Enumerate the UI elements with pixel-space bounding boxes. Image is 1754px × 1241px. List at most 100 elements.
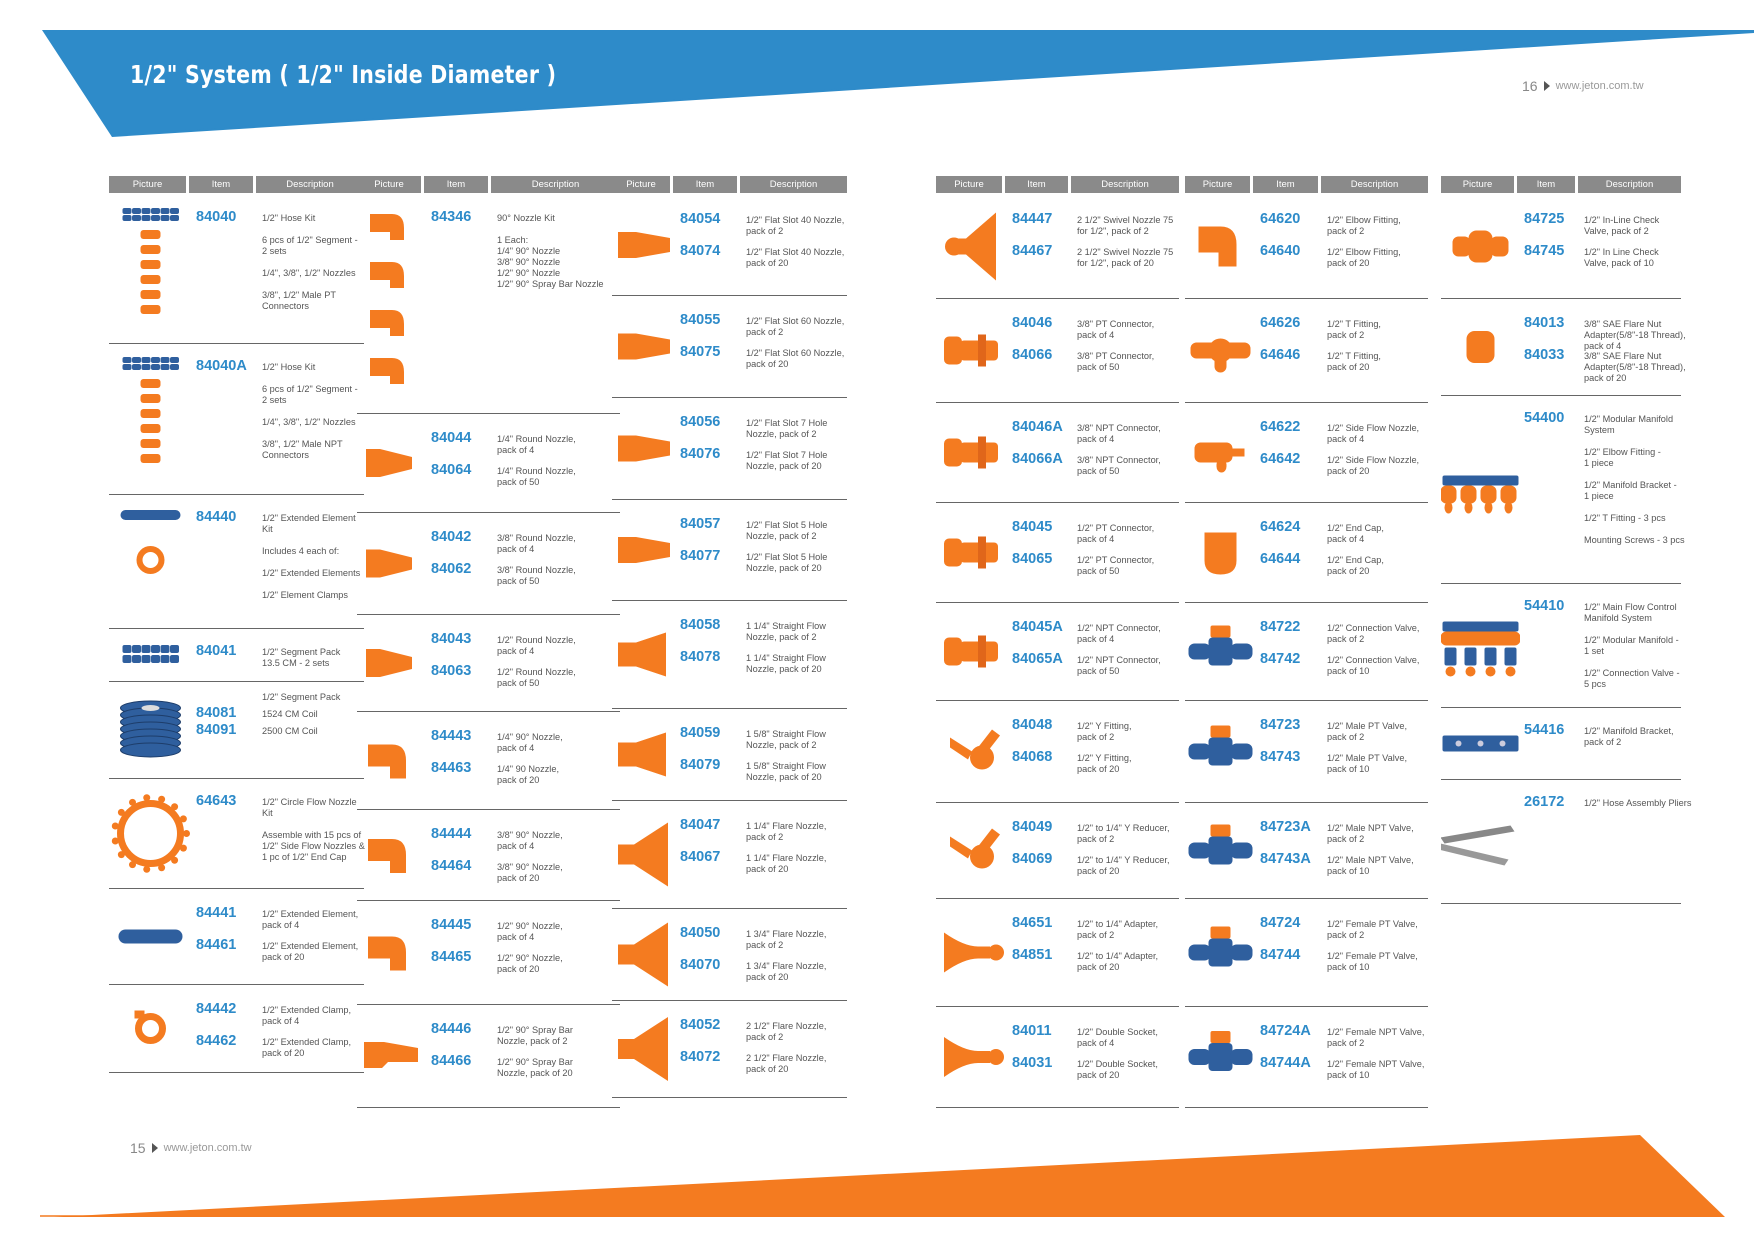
- product-row: 84041 1/2" Segment Pack 13.5 CM - 2 sets: [109, 629, 364, 682]
- nozzle-90-wide-image: [357, 901, 427, 1004]
- item-number: 84723: [1260, 717, 1301, 733]
- header-description: Description: [1071, 176, 1179, 193]
- item-number: 84045: [1012, 519, 1053, 535]
- item-description: 1/2" Flat Slot 5 Hole Nozzle, pack of 2: [746, 520, 828, 541]
- item-description: 1/2" Extended Element, pack of 4: [262, 909, 359, 930]
- item-description: 3/8" PT Connector, pack of 4: [1077, 319, 1155, 340]
- item-number: 84072: [680, 1049, 721, 1065]
- page-number-left-value: 15: [130, 1140, 146, 1156]
- page-number-left: 15 www.jeton.com.tw: [130, 1140, 252, 1156]
- item-number: 64620: [1260, 211, 1301, 227]
- item-number: 64646: [1260, 347, 1301, 363]
- product-row: 84054 1/2" Flat Slot 40 Nozzle, pack of 2…: [612, 195, 847, 296]
- header-item: Item: [189, 176, 253, 193]
- page-number-right: 16 www.jeton.com.tw: [1522, 78, 1644, 94]
- product-row: 84057 1/2" Flat Slot 5 Hole Nozzle, pack …: [612, 500, 847, 601]
- item-description: 1/2" Male PT Valve, pack of 10: [1327, 753, 1408, 774]
- item-number: 84066: [1012, 347, 1053, 363]
- item-number: 84851: [1012, 947, 1053, 963]
- product-column: Picture Item Description 84054 1/2" Flat Slo…: [612, 176, 847, 1098]
- product-row: 84724 1/2" Female PT Valve, pack of 2 8474…: [1185, 899, 1428, 1007]
- item-description: 1/2" Connection Valve, pack of 2: [1327, 623, 1420, 644]
- product-row: 84724A 1/2" Female NPT Valve, pack of 2 84…: [1185, 1007, 1428, 1108]
- item-description: 3/8" NPT Connector, pack of 4: [1077, 423, 1161, 444]
- product-row: 84055 1/2" Flat Slot 60 Nozzle, pack of 2…: [612, 296, 847, 398]
- item-description: 1/2" Extended Clamp, pack of 4: [262, 1005, 352, 1026]
- flat-slot-image: [612, 398, 676, 499]
- item-description: 1/2" Elbow Fitting, pack of 2: [1327, 215, 1401, 236]
- pliers-image: [1441, 780, 1520, 903]
- header-picture: Picture: [612, 176, 670, 193]
- product-row: 64620 1/2" Elbow Fitting, pack of 2 64640 1…: [1185, 195, 1428, 299]
- swivel-image: [936, 195, 1008, 298]
- footer-band: [40, 1135, 1725, 1217]
- item-number: 84058: [680, 617, 721, 633]
- adapter-image: [936, 899, 1008, 1006]
- item-description: 1/2" Round Nozzle, pack of 50: [497, 667, 576, 688]
- item-description: 1/2" PT Connector, pack of 50: [1077, 555, 1155, 576]
- product-row: 64622 1/2" Side Flow Nozzle, pack of 4 646…: [1185, 403, 1428, 503]
- header-description: Description: [1578, 176, 1681, 193]
- item-number: 64644: [1260, 551, 1301, 567]
- product-row: 84040 1/2" Hose Kit 6 pcs of 1/2" Segment…: [109, 195, 364, 344]
- product-row: 84043 1/2" Round Nozzle, pack of 4 84063 1/…: [357, 615, 620, 712]
- item-number: 84066A: [1012, 451, 1063, 467]
- product-row: 54416 1/2" Manifold Bracket, pack of 2: [1441, 708, 1681, 780]
- item-description: 1/2" Extended Element Kit Includes 4 eac…: [262, 513, 361, 600]
- product-row: 54400 1/2" Modular Manifold System 1/2" E…: [1441, 396, 1685, 584]
- website-url-left: www.jeton.com.tw: [163, 1142, 252, 1154]
- item-number: 84724: [1260, 915, 1301, 931]
- item-number: 84043: [431, 631, 472, 647]
- round-nozzle-mid-image: [357, 513, 427, 614]
- item-number: 84042: [431, 529, 472, 545]
- segment-pack-image: [109, 629, 192, 681]
- product-row: 1/2" Segment Pack 84081 1524 CM Coil 84091 2…: [109, 682, 364, 779]
- item-number: 26172: [1524, 794, 1565, 810]
- item-description: 1/2" Side Flow Nozzle, pack of 4: [1327, 423, 1420, 444]
- item-number: 84442: [196, 1001, 237, 1017]
- flow-control-image: [1441, 584, 1520, 707]
- page-title: 1/2" System ( 1/2" Inside Diameter ): [130, 60, 557, 89]
- flat-slot-image: [612, 195, 676, 295]
- item-number: 84056: [680, 414, 721, 430]
- item-description: 1/2" 90° Nozzle, pack of 4: [497, 921, 563, 942]
- flare-image: [612, 1001, 676, 1097]
- manifold-system-image: [1441, 396, 1520, 583]
- flat-slot-image: [612, 296, 676, 397]
- item-description: 1/2" Double Socket, pack of 4: [1077, 1027, 1158, 1048]
- item-description: 1/2" T Fitting, pack of 2: [1327, 319, 1381, 340]
- item-number: 84463: [431, 760, 472, 776]
- item-description: 1/2" T Fitting, pack of 20: [1327, 351, 1381, 372]
- item-number: 84063: [431, 663, 472, 679]
- product-row: 84441 1/2" Extended Element, pack of 4 844…: [109, 889, 364, 985]
- valve-image: [1185, 603, 1256, 700]
- item-description: 3/8" Round Nozzle, pack of 50: [497, 565, 576, 586]
- table-header: Picture Item Description: [936, 176, 1179, 193]
- item-description: 1 5/8" Straight Flow Nozzle, pack of 20: [746, 761, 826, 782]
- header-item: Item: [1005, 176, 1068, 193]
- connector-large-image: [936, 503, 1008, 602]
- header-item: Item: [1517, 176, 1575, 193]
- item-number: 64626: [1260, 315, 1301, 331]
- item-description: 1 5/8" Straight Flow Nozzle, pack of 2: [746, 729, 826, 750]
- item-number: 84725: [1524, 211, 1565, 227]
- item-description: 1/2" Female PT Valve, pack of 10: [1327, 951, 1418, 972]
- round-nozzle-long-image: [357, 414, 427, 512]
- item-description: 1/2" End Cap, pack of 4: [1327, 523, 1384, 544]
- product-row: 84049 1/2" to 1/4" Y Reducer, pack of 2 84…: [936, 803, 1179, 899]
- straight-flow-image: [612, 601, 676, 708]
- item-number: 84077: [680, 548, 721, 564]
- round-nozzle-short-image: [357, 615, 427, 711]
- item-number: 84464: [431, 858, 472, 874]
- product-row: 84447 2 1/2" Swivel Nozzle 75 for 1/2", p…: [936, 195, 1179, 299]
- product-row: 64626 1/2" T Fitting, pack of 2 64646 1/2" …: [1185, 299, 1428, 403]
- item-number: 84052: [680, 1017, 721, 1033]
- item-number: 84068: [1012, 749, 1053, 765]
- item-description: 1/2" Circle Flow Nozzle Kit Assemble wit…: [262, 797, 365, 862]
- circle-nozzle-image: [109, 779, 192, 888]
- item-description: 1/2" 90° Spray Bar Nozzle, pack of 2: [497, 1025, 573, 1046]
- item-number: 84447: [1012, 211, 1053, 227]
- item-description: 1/2" Round Nozzle, pack of 4: [497, 635, 576, 656]
- product-row: 84443 1/4" 90° Nozzle, pack of 4 84463 1/4"…: [357, 712, 620, 810]
- item-number: 84013: [1524, 315, 1565, 331]
